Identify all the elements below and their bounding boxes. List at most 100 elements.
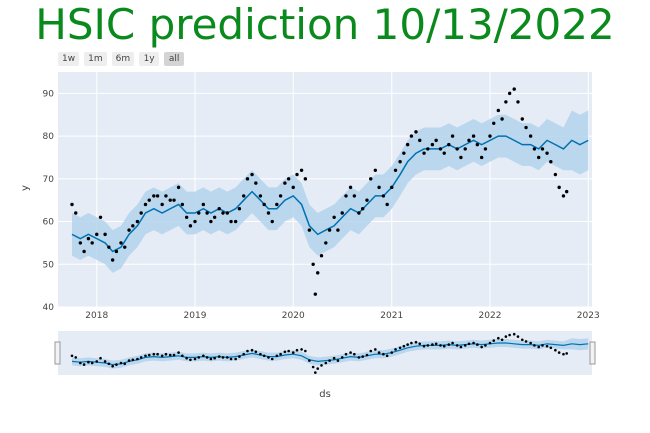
data-point[interactable] bbox=[303, 177, 308, 181]
data-point[interactable] bbox=[107, 362, 111, 366]
data-point[interactable] bbox=[147, 353, 151, 357]
data-point[interactable] bbox=[74, 356, 78, 359]
data-point[interactable] bbox=[254, 181, 258, 185]
data-point[interactable] bbox=[402, 344, 406, 348]
data-point[interactable] bbox=[459, 345, 463, 349]
data-point[interactable] bbox=[422, 151, 426, 155]
data-point[interactable] bbox=[373, 168, 378, 172]
data-point[interactable] bbox=[221, 211, 225, 215]
data-point[interactable] bbox=[254, 350, 258, 354]
data-point[interactable] bbox=[275, 202, 279, 207]
data-point[interactable] bbox=[291, 351, 295, 354]
data-point[interactable] bbox=[160, 202, 164, 207]
data-point[interactable] bbox=[533, 344, 536, 347]
data-point[interactable] bbox=[442, 151, 446, 155]
data-point[interactable] bbox=[136, 357, 139, 361]
data-point[interactable] bbox=[319, 254, 324, 258]
data-point[interactable] bbox=[353, 352, 356, 356]
data-point[interactable] bbox=[357, 356, 361, 359]
data-point[interactable] bbox=[463, 344, 467, 347]
data-point[interactable] bbox=[250, 172, 254, 177]
data-point[interactable] bbox=[193, 219, 197, 224]
data-point[interactable] bbox=[234, 357, 237, 361]
data-point[interactable] bbox=[267, 356, 270, 359]
data-point[interactable] bbox=[123, 362, 127, 366]
data-point[interactable] bbox=[467, 138, 471, 143]
data-point[interactable] bbox=[398, 346, 402, 350]
data-point[interactable] bbox=[119, 361, 123, 365]
data-point[interactable] bbox=[201, 202, 206, 207]
data-point[interactable] bbox=[377, 185, 381, 190]
data-point[interactable] bbox=[492, 121, 496, 125]
data-point[interactable] bbox=[455, 147, 459, 151]
data-point[interactable] bbox=[275, 354, 279, 358]
data-point[interactable] bbox=[332, 215, 336, 219]
data-point[interactable] bbox=[344, 194, 348, 198]
data-point[interactable] bbox=[369, 349, 373, 353]
data-point[interactable] bbox=[295, 348, 299, 352]
data-point[interactable] bbox=[237, 207, 242, 211]
data-point[interactable] bbox=[467, 342, 471, 346]
data-point[interactable] bbox=[414, 340, 418, 344]
data-point[interactable] bbox=[390, 351, 394, 354]
data-point[interactable] bbox=[476, 343, 479, 346]
data-point[interactable] bbox=[209, 357, 213, 361]
data-point[interactable] bbox=[529, 341, 532, 345]
data-point[interactable] bbox=[86, 236, 91, 241]
data-point[interactable] bbox=[385, 202, 389, 207]
data-point[interactable] bbox=[110, 258, 115, 262]
data-point[interactable] bbox=[193, 357, 197, 361]
data-point[interactable] bbox=[565, 352, 568, 355]
data-point[interactable] bbox=[103, 360, 107, 363]
data-point[interactable] bbox=[520, 338, 524, 342]
data-point[interactable] bbox=[520, 117, 524, 121]
data-point[interactable] bbox=[221, 356, 225, 359]
data-point[interactable] bbox=[291, 185, 295, 190]
data-point[interactable] bbox=[250, 348, 254, 352]
data-point[interactable] bbox=[184, 215, 189, 219]
data-point[interactable] bbox=[409, 134, 414, 138]
data-point[interactable] bbox=[398, 160, 402, 164]
data-point[interactable] bbox=[90, 241, 94, 245]
data-point[interactable] bbox=[480, 345, 483, 349]
data-point[interactable] bbox=[238, 355, 241, 358]
data-point[interactable] bbox=[332, 356, 336, 360]
data-point[interactable] bbox=[528, 134, 533, 138]
data-point[interactable] bbox=[393, 168, 398, 172]
data-point[interactable] bbox=[246, 349, 249, 353]
data-point[interactable] bbox=[500, 117, 504, 121]
data-point[interactable] bbox=[139, 211, 143, 215]
data-point[interactable] bbox=[229, 357, 233, 361]
data-point[interactable] bbox=[348, 185, 353, 190]
data-point[interactable] bbox=[217, 207, 221, 211]
data-point[interactable] bbox=[139, 356, 143, 359]
data-point[interactable] bbox=[463, 147, 467, 151]
data-point[interactable] bbox=[164, 194, 168, 198]
data-point[interactable] bbox=[336, 228, 340, 232]
data-point[interactable] bbox=[385, 354, 389, 358]
data-point[interactable] bbox=[242, 194, 246, 198]
data-point[interactable] bbox=[365, 353, 369, 357]
data-point[interactable] bbox=[557, 351, 561, 354]
range-button-1w[interactable]: 1w bbox=[58, 52, 80, 66]
data-point[interactable] bbox=[426, 344, 430, 347]
range-button-6m[interactable]: 6m bbox=[111, 52, 135, 66]
data-point[interactable] bbox=[205, 356, 209, 359]
data-point[interactable] bbox=[176, 185, 181, 190]
data-point[interactable] bbox=[197, 211, 201, 215]
data-point[interactable] bbox=[308, 359, 311, 362]
range-button-1m[interactable]: 1m bbox=[84, 52, 107, 66]
data-point[interactable] bbox=[205, 211, 209, 215]
data-point[interactable] bbox=[497, 336, 500, 340]
data-point[interactable] bbox=[540, 147, 545, 151]
data-point[interactable] bbox=[172, 198, 176, 202]
data-point[interactable] bbox=[177, 351, 180, 354]
data-point[interactable] bbox=[365, 198, 369, 202]
data-point[interactable] bbox=[262, 202, 266, 207]
data-point[interactable] bbox=[336, 359, 340, 362]
data-point[interactable] bbox=[532, 147, 537, 151]
data-point[interactable] bbox=[484, 344, 487, 347]
data-point[interactable] bbox=[438, 147, 443, 151]
data-point[interactable] bbox=[418, 342, 422, 346]
data-point[interactable] bbox=[202, 354, 205, 358]
